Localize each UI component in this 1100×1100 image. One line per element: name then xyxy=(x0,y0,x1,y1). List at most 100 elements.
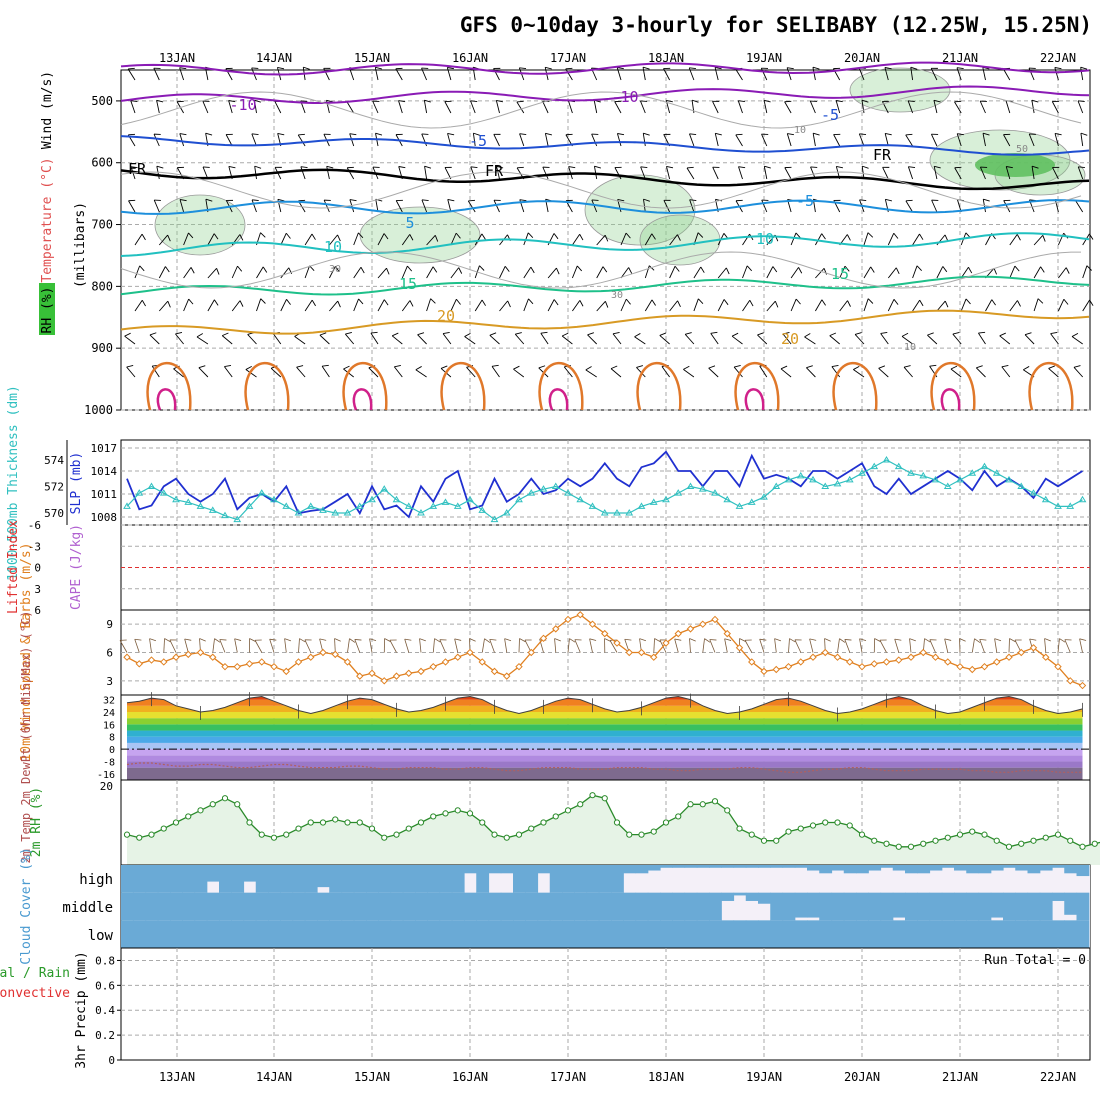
barb-shaft xyxy=(686,167,695,180)
barb-flag xyxy=(519,638,526,643)
barb-shaft xyxy=(1028,133,1035,147)
temperature-tick-label: 16 xyxy=(103,720,115,731)
barb-flag xyxy=(929,364,937,367)
barb-shaft xyxy=(179,199,185,213)
cloud-bar xyxy=(733,892,747,896)
barb-flag xyxy=(222,332,229,337)
barb-shaft xyxy=(296,366,306,378)
wind-speed-point xyxy=(1029,644,1038,652)
top-date-label: 15JAN xyxy=(354,51,390,65)
rh-point xyxy=(197,807,204,814)
cloud-bar xyxy=(329,892,343,921)
cloud-bar xyxy=(733,920,747,948)
barb-shaft xyxy=(499,300,509,312)
cloud-bar xyxy=(157,920,171,948)
wind-barb xyxy=(464,332,476,345)
barb-flag xyxy=(821,233,826,240)
barb-flag xyxy=(493,199,501,201)
barb-shaft xyxy=(812,133,816,147)
wind-speed-point xyxy=(417,667,425,676)
barb-shaft xyxy=(999,335,1011,345)
barb-shaft xyxy=(212,638,215,653)
wind-barb xyxy=(944,638,952,653)
barb-flag xyxy=(604,638,611,642)
barb-shaft xyxy=(272,333,282,345)
wind-speed-point xyxy=(441,658,450,666)
barb-shaft xyxy=(985,299,993,312)
barb-shaft xyxy=(415,369,427,378)
wind-barb xyxy=(1009,265,1020,279)
wind-barb xyxy=(280,299,291,312)
wind-barb xyxy=(930,133,939,147)
barb-shaft xyxy=(119,640,128,653)
barb-flag xyxy=(576,265,583,272)
barb-flag xyxy=(976,365,983,369)
barb-flag xyxy=(296,365,304,368)
barb-shaft xyxy=(640,100,646,114)
barb-flag xyxy=(903,365,911,368)
barb-flag xyxy=(395,67,403,70)
barb-shaft xyxy=(134,265,141,279)
barb-flag xyxy=(470,166,478,168)
barb-shaft xyxy=(450,267,460,279)
barb-flag xyxy=(1065,267,1070,274)
barb-shaft xyxy=(693,298,699,312)
wind-barb xyxy=(954,166,962,180)
barb-shaft xyxy=(149,334,160,345)
barb-shaft xyxy=(761,133,768,147)
barb-flag xyxy=(409,300,414,307)
rh-point xyxy=(528,825,535,832)
barb-flag xyxy=(303,66,310,70)
thickness-tick-label: 570 xyxy=(44,507,64,520)
wind-barb xyxy=(912,265,922,279)
wind-barb xyxy=(960,298,971,312)
barb-flag xyxy=(908,166,916,169)
barb-flag xyxy=(234,638,242,641)
barb-shaft xyxy=(804,336,816,345)
barb-shaft xyxy=(124,335,136,345)
barb-shaft xyxy=(134,233,143,246)
thickness-point xyxy=(135,489,144,496)
wind-barb xyxy=(1071,332,1083,345)
barb-flag xyxy=(360,267,365,274)
wind-barb xyxy=(587,332,598,345)
wind-barb xyxy=(863,266,875,279)
barb-flag xyxy=(715,132,722,136)
barb-flag xyxy=(1080,132,1088,136)
thickness-point xyxy=(760,493,768,500)
wind-barb xyxy=(128,199,136,213)
barb-shaft xyxy=(620,267,630,279)
barb-shaft xyxy=(304,233,313,246)
barb-shaft xyxy=(815,268,825,279)
barb-shaft xyxy=(251,199,257,213)
wind-barb xyxy=(804,333,816,345)
wind-barb xyxy=(196,333,209,345)
wind-barb xyxy=(815,299,826,312)
barb-shaft xyxy=(1058,267,1067,279)
barb-flag xyxy=(354,639,362,641)
barb-flag xyxy=(540,331,548,334)
wind-barb xyxy=(742,265,753,279)
barb-flag xyxy=(349,133,357,136)
top-date-label: 18JAN xyxy=(648,51,684,65)
barb-flag xyxy=(725,267,730,275)
wind-barb xyxy=(493,199,501,213)
barb-shaft xyxy=(669,266,676,279)
barb-flag xyxy=(519,67,527,69)
barb-shaft xyxy=(643,199,646,213)
temperature-tick-label: 32 xyxy=(103,696,115,707)
cloud-bar xyxy=(623,865,637,874)
wind-barb xyxy=(153,199,161,213)
thickness-point xyxy=(404,502,413,509)
wind-barb xyxy=(863,232,874,246)
cloud-bar xyxy=(831,920,845,948)
barb-flag xyxy=(415,366,422,371)
barb-shaft xyxy=(933,166,938,180)
thickness-point xyxy=(380,485,389,492)
wind-barb xyxy=(234,638,242,653)
barb-shaft xyxy=(642,133,646,147)
barb-flag xyxy=(894,638,902,641)
wind-speed-point xyxy=(637,648,646,657)
barb-flag xyxy=(1089,299,1094,306)
barb-flag xyxy=(579,234,584,241)
